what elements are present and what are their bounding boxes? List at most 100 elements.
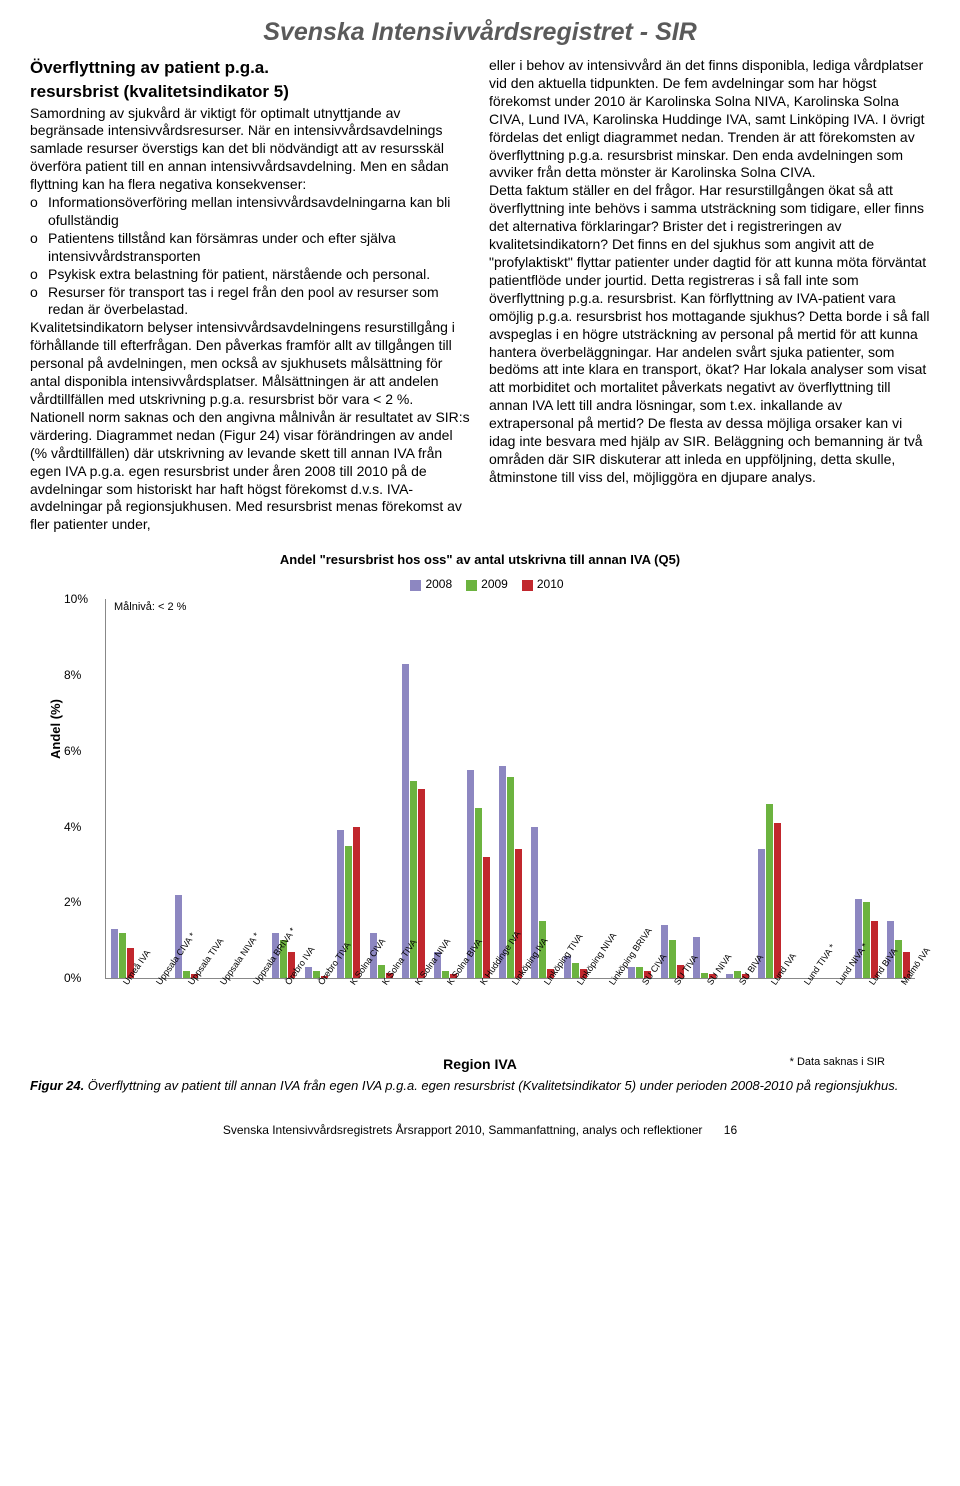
bar-group <box>559 599 591 978</box>
x-tick-label: Umeå IVA <box>105 979 137 1074</box>
x-tick-label: Uppsala NIVA * <box>202 979 234 1074</box>
x-tick-label: SU BIVA <box>721 979 753 1074</box>
legend-label: 2008 <box>425 577 452 591</box>
y-tick: 2% <box>64 895 81 909</box>
bar-group <box>494 599 526 978</box>
bar-group <box>753 599 785 978</box>
x-labels: Umeå IVAUppsala CIVA *Uppsala TIVAUppsal… <box>105 979 915 1074</box>
x-tick-label: Linköping NIVA <box>559 979 591 1074</box>
bullet-item: oPsykisk extra belastning för patient, n… <box>30 266 471 284</box>
x-tick-label: Uppsala TIVA <box>170 979 202 1074</box>
bar <box>669 940 676 978</box>
legend-swatch <box>522 580 533 591</box>
heading-2: resursbrist (kvalitetsindikator 5) <box>30 81 471 103</box>
left-column: Överflyttning av patient p.g.a. resursbr… <box>30 57 471 534</box>
bar-group <box>883 599 915 978</box>
bar <box>515 849 522 978</box>
right-para: eller i behov av intensivvård än det fin… <box>489 57 930 487</box>
bar <box>418 789 425 979</box>
x-tick-label: Linköping IVA <box>494 979 526 1074</box>
x-tick-label: K Solna NIVA <box>397 979 429 1074</box>
x-tick-label: K Solna BIVA <box>429 979 461 1074</box>
bar <box>111 929 118 978</box>
bar <box>895 940 902 978</box>
x-tick-label: Uppsala CIVA * <box>137 979 169 1074</box>
bullet-item: oResurser för transport tas i regel från… <box>30 284 471 320</box>
y-tick: 0% <box>64 971 81 985</box>
bar-group <box>462 599 494 978</box>
y-tick: 10% <box>64 592 88 606</box>
bar-group <box>106 599 138 978</box>
chart-title: Andel "resursbrist hos oss" av antal uts… <box>30 552 930 567</box>
bar-group <box>591 599 623 978</box>
x-tick-label: Malmö IVA <box>883 979 915 1074</box>
bullet-list: oInformationsöverföring mellan intensivv… <box>30 194 471 319</box>
bar <box>726 974 733 978</box>
bullet-item: oPatientens tillstånd kan försämras unde… <box>30 230 471 266</box>
bar-group <box>203 599 235 978</box>
bar <box>766 804 773 978</box>
bar-group <box>721 599 753 978</box>
left-para-1: Samordning av sjukvård är viktigt för op… <box>30 105 471 195</box>
legend-label: 2009 <box>481 577 508 591</box>
bar-group <box>430 599 462 978</box>
bar-group <box>527 599 559 978</box>
chart-plot-area: Andel (%) Målnivå: < 2 % 0%2%4%6%8%10% <box>105 599 915 979</box>
x-tick-label: Lund BIVA <box>850 979 882 1074</box>
x-tick-label: Örebro IVA <box>267 979 299 1074</box>
y-axis-label: Andel (%) <box>48 699 63 759</box>
bar <box>402 664 409 979</box>
left-para-2: Kvalitetsindikatorn belyser intensivvård… <box>30 319 471 534</box>
y-tick: 8% <box>64 668 81 682</box>
bar-group <box>235 599 267 978</box>
bar-group <box>397 599 429 978</box>
x-tick-label: SU TIVA <box>656 979 688 1074</box>
heading-1: Överflyttning av patient p.g.a. <box>30 57 471 79</box>
x-tick-label: SU NIVA <box>688 979 720 1074</box>
x-tick-label: K Solna TIVA <box>364 979 396 1074</box>
bar <box>661 925 668 978</box>
bar <box>345 846 352 979</box>
bar <box>863 902 870 978</box>
figure-caption: Figur 24. Överflyttning av patient till … <box>30 1078 930 1093</box>
legend-label: 2010 <box>537 577 564 591</box>
chart-container: 2008 2009 2010 Andel (%) Målnivå: < 2 % 0%… <box>45 577 915 1068</box>
y-tick: 6% <box>64 744 81 758</box>
bar-group <box>786 599 818 978</box>
bar <box>483 857 490 978</box>
bar <box>305 967 312 978</box>
chart-legend: 2008 2009 2010 <box>45 577 915 591</box>
legend-swatch <box>466 580 477 591</box>
x-tick-label: Örebro TIVA <box>299 979 331 1074</box>
page-title: Svenska Intensivvårdsregistret - SIR <box>30 18 930 47</box>
y-tick: 4% <box>64 820 81 834</box>
legend-swatch <box>410 580 421 591</box>
bar <box>119 933 126 978</box>
x-tick-label: Uppsala BRIVA * <box>235 979 267 1074</box>
bar-group <box>300 599 332 978</box>
x-tick-label: Lund IVA <box>753 979 785 1074</box>
page-number: 16 <box>724 1123 737 1137</box>
bar-group <box>171 599 203 978</box>
bar-group <box>818 599 850 978</box>
bar-group <box>624 599 656 978</box>
bar-group <box>268 599 300 978</box>
bars-area <box>106 599 915 978</box>
x-tick-label: Lund TIVA * <box>786 979 818 1074</box>
body-columns: Överflyttning av patient p.g.a. resursbr… <box>30 57 930 534</box>
x-tick-label: K Huddinge IVA <box>461 979 493 1074</box>
bar-group <box>850 599 882 978</box>
x-tick-label: Linköping TIVA <box>526 979 558 1074</box>
bullet-item: oInformationsöverföring mellan intensivv… <box>30 194 471 230</box>
x-tick-label: Linköping BRIVA <box>591 979 623 1074</box>
bar <box>353 827 360 979</box>
x-tick-label: SU CIVA <box>624 979 656 1074</box>
figure-number: Figur 24. <box>30 1078 84 1093</box>
bar-group <box>656 599 688 978</box>
x-tick-label: Lund NIVA * <box>818 979 850 1074</box>
bar <box>774 823 781 978</box>
bar-group <box>333 599 365 978</box>
bar-group <box>365 599 397 978</box>
x-tick-label: K Solna CIVA <box>332 979 364 1074</box>
page-footer: Svenska Intensivvårdsregistrets Årsrappo… <box>30 1123 930 1137</box>
